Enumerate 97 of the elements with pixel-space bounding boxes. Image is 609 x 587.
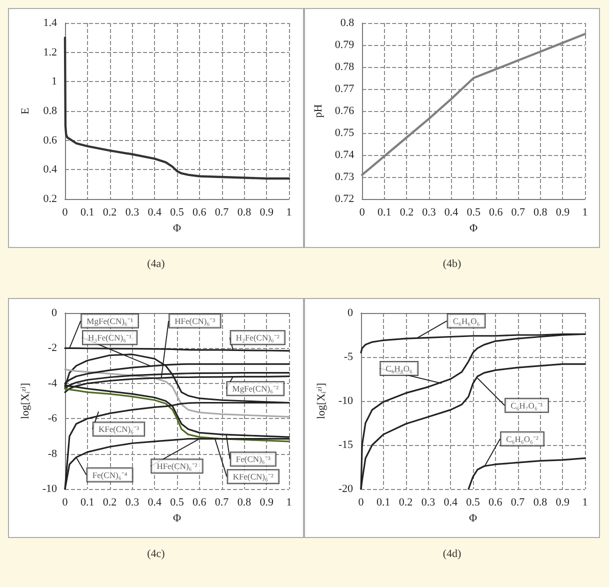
- y-tick-label: 1.2: [43, 46, 57, 58]
- y-tick-label: 0.79: [334, 39, 355, 51]
- y-tick-label: 0.2: [43, 193, 57, 205]
- x-tick-label: 0.7: [511, 206, 526, 218]
- x-tick-label: 0.8: [237, 496, 252, 508]
- x-axis-title: Φ: [468, 512, 478, 524]
- x-tick-label: 0: [62, 206, 68, 218]
- x-tick-label: 0.5: [466, 496, 480, 508]
- x-tick-label: 0.3: [422, 206, 436, 218]
- y-tick-label: 0.74: [334, 149, 355, 161]
- x-tick-label: 0.1: [80, 206, 94, 218]
- x-tick-label: 0.2: [398, 496, 413, 508]
- y-tick-label: -20: [338, 483, 354, 495]
- x-axis-title: Φ: [470, 222, 478, 234]
- y-tick-label: -5: [344, 351, 354, 363]
- x-axis-title: Φ: [172, 222, 182, 234]
- x-tick-label: 0.1: [80, 496, 94, 508]
- x-tick-label: 0.3: [125, 496, 140, 508]
- annotation: KFe(CN)₆⁻³: [98, 424, 140, 434]
- y-tick-label: 0.77: [334, 83, 355, 95]
- x-tick-label: 0.8: [237, 206, 252, 218]
- annotation: MgFe(CN)₆⁻²: [232, 384, 279, 394]
- x-tick-label: 0.4: [148, 496, 162, 508]
- x-tick-label: 0.5: [466, 206, 481, 218]
- x-tick-label: 0.7: [214, 496, 230, 508]
- x-tick-label: 0.9: [260, 206, 274, 218]
- y-tick-label: 0.8: [43, 105, 58, 117]
- annotation: H₂Fe(CN)₆⁻²: [236, 332, 280, 343]
- x-tick-label: 0.7: [510, 496, 526, 508]
- y-axis-title: log[Xᵢᶻⁱ]: [316, 382, 328, 420]
- y-tick-label: -2: [48, 342, 57, 354]
- annotation: KFe(CN)₆⁻²: [232, 472, 274, 482]
- annotation: C₆H₆O₆⁻²: [506, 434, 539, 444]
- y-tick-label: 0.4: [43, 164, 58, 176]
- x-tick-label: 0.3: [125, 206, 140, 218]
- x-tick-label: 0.1: [378, 206, 392, 218]
- text: (4d): [442, 548, 462, 560]
- x-tick-label: 0.4: [444, 496, 458, 508]
- y-tick-label: 0.8: [340, 17, 355, 29]
- x-tick-label: 0.5: [170, 206, 184, 218]
- x-tick-label: 0.4: [444, 206, 459, 218]
- x-tick-label: 0.3: [421, 496, 436, 508]
- y-tick-label: 1: [52, 76, 57, 88]
- x-tick-label: 0.6: [488, 496, 503, 508]
- x-tick-label: 0.6: [192, 206, 207, 218]
- annotation: MgFe(CN)₆⁻¹: [86, 316, 134, 326]
- y-tick-label: 0.73: [334, 171, 355, 183]
- annotation: Fe(CN)₆⁻⁴: [92, 470, 128, 480]
- x-tick-label: 0: [62, 496, 68, 508]
- annotation: C₆H₇O₆⁻¹: [510, 400, 544, 410]
- y-tick-label: 0: [348, 307, 354, 319]
- x-tick-label: 0.7: [214, 206, 230, 218]
- x-tick-label: 1: [286, 496, 292, 508]
- y-tick-label: -8: [48, 448, 58, 460]
- y-tick-label: -10: [338, 395, 354, 407]
- x-axis-title: Φ: [172, 512, 182, 524]
- x-tick-label: 0.2: [400, 206, 414, 218]
- y-tick-label: -6: [48, 412, 58, 425]
- x-tick-label: 0.6: [488, 206, 504, 218]
- x-tick-label: 0.9: [260, 496, 274, 508]
- y-axis-title: E: [20, 107, 32, 114]
- annotation: C₆H₆O₆: [452, 316, 480, 326]
- annotation: HFe(CN)₆⁻³: [174, 316, 216, 326]
- y-tick-label: 0.6: [43, 134, 58, 146]
- x-tick-label: 1: [286, 206, 292, 218]
- x-tick-label: 0.8: [533, 496, 548, 508]
- x-tick-label: 1: [582, 206, 588, 218]
- y-axis-title: pH: [312, 104, 324, 118]
- y-axis-title: log[Xᵢᶻⁱ]: [20, 382, 32, 420]
- annotation: H₃Fe(CN)₆⁻¹: [88, 332, 132, 343]
- y-tick-label: -10: [42, 483, 58, 495]
- x-tick-label: 1: [582, 496, 588, 508]
- y-tick-label: 1.4: [43, 17, 58, 29]
- x-tick-label: 0.1: [376, 496, 390, 508]
- x-tick-label: 0.2: [102, 206, 117, 218]
- y-tick-label: 0: [52, 307, 58, 319]
- text: (4c): [146, 548, 166, 560]
- annotation: HFe(CN)₆⁻²: [156, 461, 198, 472]
- x-tick-label: 0.9: [556, 496, 570, 508]
- x-tick-label: 0.4: [148, 206, 162, 218]
- x-tick-label: 0.5: [170, 496, 184, 508]
- x-tick-label: 0.8: [534, 206, 548, 218]
- y-tick-label: 0.75: [334, 127, 355, 139]
- y-tick-label: -4: [48, 377, 58, 390]
- y-tick-label: 0.76: [334, 105, 355, 117]
- x-tick-label: 0.6: [192, 496, 207, 508]
- x-tick-label: 0: [359, 206, 366, 218]
- y-tick-label: 0.72: [334, 193, 354, 205]
- annotation: C₆H₈O₆: [386, 363, 413, 374]
- x-tick-label: 0.2: [102, 496, 117, 508]
- text: (4b): [442, 258, 462, 270]
- x-tick-label: 0: [358, 496, 364, 508]
- text: (4a): [146, 258, 166, 270]
- annotation: Fe(CN)₆⁻³: [236, 454, 271, 464]
- x-tick-label: 0.9: [556, 206, 570, 218]
- y-tick-label: 0.78: [334, 61, 355, 73]
- y-tick-label: -15: [338, 439, 354, 451]
